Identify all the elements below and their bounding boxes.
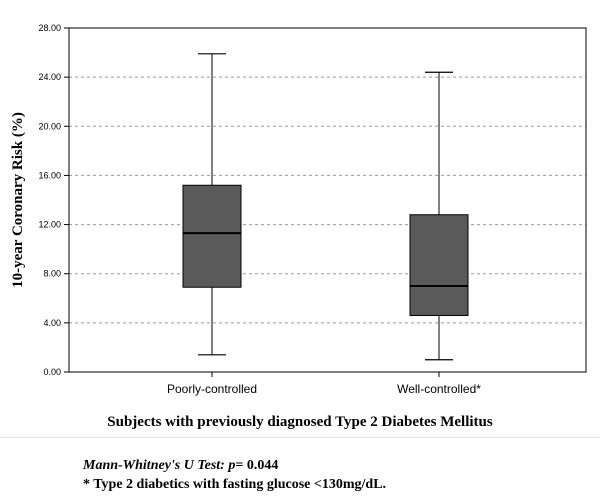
footnotes: Mann-Whitney's U Test: p= 0.044 * Type 2… xyxy=(83,456,386,494)
y-tick-label: 8.00 xyxy=(43,269,61,279)
plot-frame xyxy=(68,27,587,373)
grid-lines xyxy=(69,76,586,324)
box-iqr xyxy=(409,214,469,316)
box-plot-chart: 0.00 4.00 8.00 12.00 16.00 20.00 24.00 28.00 Po… xyxy=(10,23,587,396)
p-value: = 0.044 xyxy=(235,458,279,473)
y-tick-label: 16.00 xyxy=(38,170,61,180)
footnote-note: * Type 2 diabetics with fasting glucose … xyxy=(83,477,387,492)
y-tick-label: 24.00 xyxy=(38,72,61,82)
boxes xyxy=(182,53,469,361)
box-2 xyxy=(409,71,469,361)
y-axis: 0.00 4.00 8.00 12.00 16.00 20.00 24.00 28.00 xyxy=(38,23,69,377)
y-tick-label: 12.00 xyxy=(38,220,61,230)
y-tick-label: 0.00 xyxy=(43,367,61,377)
x-category-label: Well-controlled* xyxy=(397,382,481,396)
divider xyxy=(0,437,600,438)
y-tick-label: 20.00 xyxy=(38,121,61,131)
y-tick-label: 28.00 xyxy=(38,23,61,33)
x-axis-label: Subjects with previously diagnosed Type … xyxy=(107,414,493,430)
test-result-line: Mann-Whitney's U Test: p= 0.044 xyxy=(83,456,386,475)
x-axis: Poorly-controlled Well-controlled* xyxy=(167,372,481,396)
p-label: p xyxy=(228,458,236,473)
box-iqr xyxy=(182,184,242,288)
test-label: Mann-Whitney's U Test: xyxy=(83,458,225,473)
y-tick-label: 4.00 xyxy=(43,318,61,328)
x-category-label: Poorly-controlled xyxy=(167,382,257,396)
y-axis-label: 10-year Coronary Risk (%) xyxy=(10,112,26,288)
box-1 xyxy=(182,53,242,356)
